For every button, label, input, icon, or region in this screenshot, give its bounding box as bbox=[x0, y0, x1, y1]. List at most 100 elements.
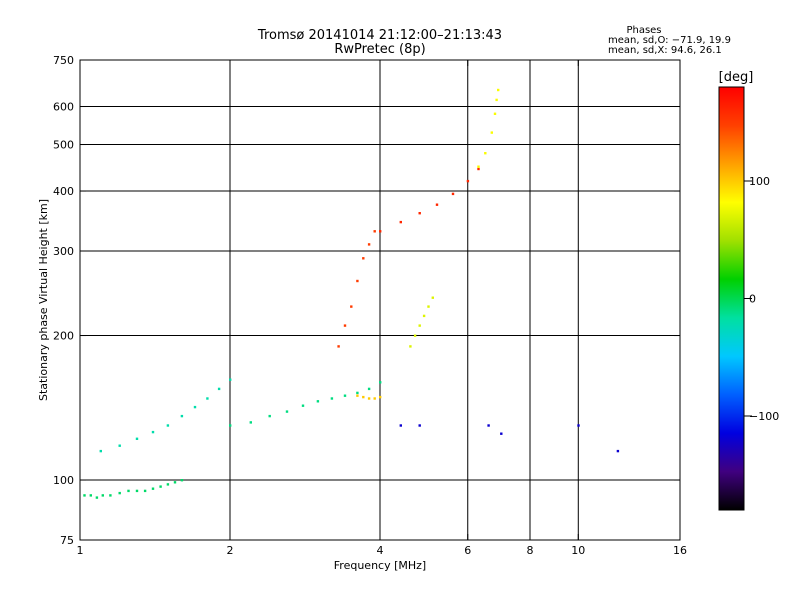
scatter-point bbox=[500, 432, 503, 435]
scatter-point bbox=[193, 405, 197, 409]
phases-line-o: mean, sd,O: −71.9, 19.9 bbox=[608, 35, 731, 46]
scatter-point bbox=[367, 243, 371, 246]
colorbar-tick-label: 0 bbox=[749, 293, 756, 306]
scatter-point bbox=[285, 410, 289, 413]
scatter-point bbox=[490, 131, 493, 134]
x-tick-label: 1 bbox=[77, 544, 84, 557]
y-tick-label: 750 bbox=[53, 54, 74, 67]
scatter-point bbox=[466, 179, 470, 183]
scatter-point bbox=[379, 381, 382, 384]
x-tick-label: 2 bbox=[227, 544, 234, 557]
scatter-point bbox=[166, 424, 170, 427]
y-axis-label: Stationary phase Virtual Height [km] bbox=[37, 199, 50, 401]
colorbar-label: [deg] bbox=[719, 70, 754, 85]
scatter-point bbox=[435, 203, 439, 206]
scatter-points bbox=[83, 88, 620, 499]
scatter-point bbox=[330, 397, 334, 400]
scatter-point bbox=[173, 481, 177, 484]
phases-line-x: mean, sd,X: 94.6, 26.1 bbox=[608, 45, 722, 56]
scatter-point bbox=[356, 391, 359, 395]
colorbar-gradient bbox=[718, 86, 745, 511]
scatter-point bbox=[135, 437, 139, 440]
scatter-point bbox=[413, 334, 417, 337]
scatter-point bbox=[118, 491, 121, 495]
scatter-point bbox=[418, 324, 421, 327]
scatter-point bbox=[477, 167, 480, 171]
scatter-point bbox=[418, 424, 421, 427]
colorbar-tick-label: 100 bbox=[749, 175, 770, 188]
scatter-point bbox=[166, 483, 170, 486]
chart-title: Tromsø 20141014 21:12:00–21:13:43 bbox=[257, 28, 502, 43]
scatter-point bbox=[362, 257, 365, 260]
scatter-point bbox=[143, 489, 147, 493]
scatter-point bbox=[427, 305, 430, 308]
y-tick-label: 600 bbox=[53, 101, 74, 114]
scatter-point bbox=[206, 397, 209, 400]
scatter-point bbox=[127, 489, 130, 493]
scatter-point bbox=[151, 430, 155, 434]
scatter-point bbox=[337, 345, 340, 348]
colorbar-tick-label: −100 bbox=[749, 410, 779, 423]
scatter-point bbox=[118, 444, 121, 447]
scatter-point bbox=[477, 165, 480, 168]
y-tick-label: 75 bbox=[60, 534, 74, 547]
scatter-point bbox=[343, 324, 347, 327]
scatter-point bbox=[418, 212, 421, 215]
scatter-point bbox=[83, 494, 86, 497]
scatter-point bbox=[373, 230, 376, 233]
scatter-point bbox=[217, 387, 221, 391]
scatter-point bbox=[229, 378, 232, 381]
scatter-point bbox=[249, 421, 252, 424]
scatter-point bbox=[451, 192, 455, 196]
scatter-point bbox=[99, 449, 102, 453]
scatter-point bbox=[497, 88, 500, 92]
scatter-point bbox=[367, 397, 371, 400]
x-tick-label: 8 bbox=[527, 544, 534, 557]
scatter-point bbox=[356, 279, 359, 283]
scatter-point bbox=[350, 305, 353, 308]
scatter-point bbox=[379, 230, 382, 233]
x-tick-label: 16 bbox=[673, 544, 687, 557]
x-tick-label: 6 bbox=[464, 544, 471, 557]
scatter-point bbox=[268, 414, 271, 418]
scatter-point bbox=[373, 397, 376, 400]
scatter-point bbox=[151, 487, 155, 490]
scatter-point bbox=[399, 220, 402, 224]
scatter-point bbox=[159, 485, 162, 488]
scatter-point bbox=[495, 98, 498, 102]
scatter-point bbox=[487, 424, 490, 427]
scatter-point bbox=[362, 395, 365, 399]
y-tick-label: 100 bbox=[53, 474, 74, 487]
scatter-point bbox=[356, 394, 359, 397]
x-tick-label: 4 bbox=[377, 544, 384, 557]
scatter-point bbox=[399, 424, 402, 427]
y-tick-label: 300 bbox=[53, 245, 74, 258]
scatter-point bbox=[316, 400, 320, 403]
plot-area bbox=[79, 59, 681, 541]
scatter-point bbox=[109, 494, 112, 497]
scatter-point bbox=[95, 496, 99, 499]
scatter-point bbox=[422, 314, 426, 318]
scatter-point bbox=[180, 414, 184, 418]
y-tick-label: 500 bbox=[53, 139, 74, 152]
scatter-point bbox=[101, 494, 104, 497]
x-axis-label: Frequency [MHz] bbox=[334, 559, 426, 572]
scatter-point bbox=[367, 387, 371, 391]
scatter-point bbox=[89, 494, 92, 497]
scatter-point bbox=[409, 345, 412, 348]
scatter-point bbox=[379, 395, 382, 399]
axes: 1 2 4 6 8 10 16 75 100 200 300 400 500 600 750 bbox=[53, 54, 687, 557]
scatter-point bbox=[577, 424, 580, 427]
scatter-point bbox=[343, 394, 347, 397]
colorbar: [deg] −100 0 100 bbox=[718, 70, 779, 511]
x-tick-label: 10 bbox=[571, 544, 585, 557]
scatter-point bbox=[180, 479, 184, 482]
scatter-point bbox=[135, 489, 139, 493]
scatter-point bbox=[493, 112, 497, 115]
chart-subtitle: RwPretec (8p) bbox=[334, 42, 425, 57]
scatter-point bbox=[229, 424, 232, 427]
y-tick-label: 200 bbox=[53, 330, 74, 343]
phases-title: Phases bbox=[626, 25, 661, 36]
scatter-point bbox=[431, 296, 434, 299]
